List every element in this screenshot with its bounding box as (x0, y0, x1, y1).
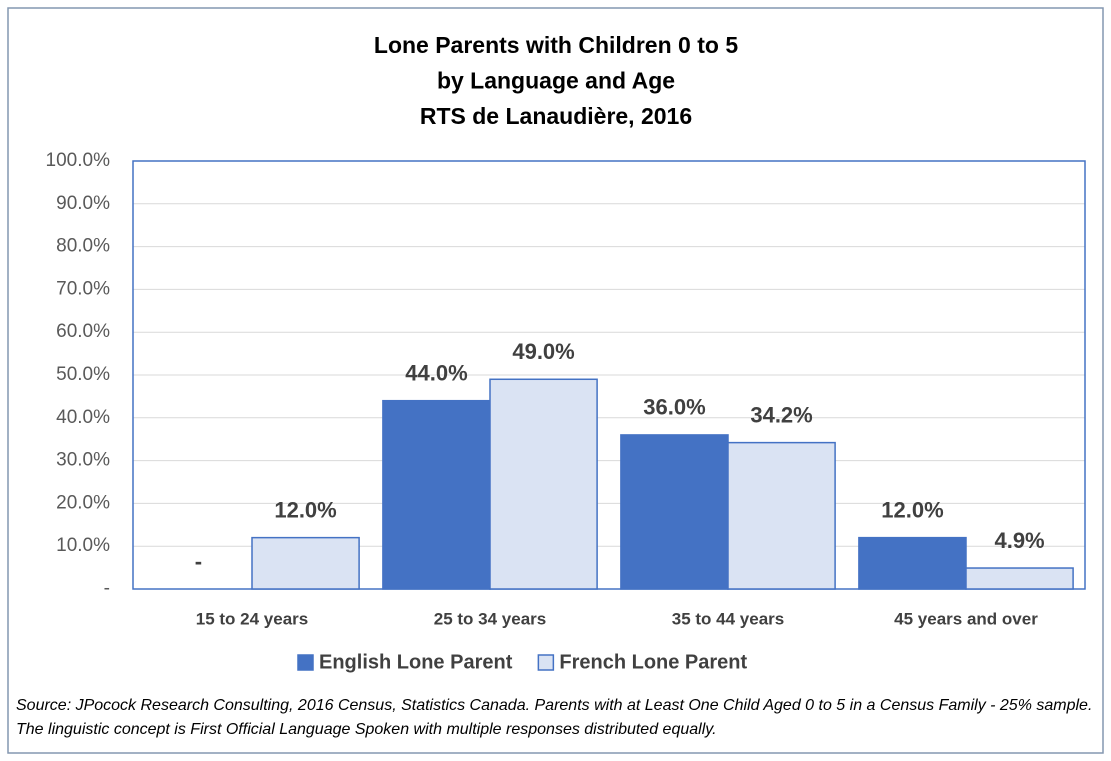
y-tick-label: 10.0% (56, 535, 110, 556)
y-tick-label: 40.0% (56, 407, 110, 428)
data-label: - (195, 549, 202, 574)
y-tick-label: 70.0% (56, 278, 110, 299)
y-tick-label: 50.0% (56, 364, 110, 385)
bar (727, 441, 836, 590)
legend-label: French Lone Parent (559, 651, 747, 673)
data-label: 36.0% (643, 395, 705, 420)
source-note: Source: JPocock Research Consulting, 201… (16, 697, 1093, 738)
y-tick-label: 100.0% (46, 150, 111, 171)
bar (965, 567, 1074, 590)
bar (251, 536, 360, 590)
y-tick-label: 30.0% (56, 450, 110, 471)
legend-label: English Lone Parent (319, 651, 513, 673)
data-label: 12.0% (274, 497, 336, 522)
y-tick-label: 80.0% (56, 236, 110, 257)
bar (489, 378, 598, 590)
chart-title: RTS de Lanaudière, 2016 (420, 103, 692, 129)
y-tick-label: - (104, 578, 110, 599)
plot-area (132, 160, 1086, 590)
data-label: 12.0% (881, 497, 943, 522)
legend-swatch (297, 654, 314, 671)
y-tick-label: 20.0% (56, 492, 110, 513)
chart-title: Lone Parents with Children 0 to 5 (374, 32, 738, 58)
data-label: 34.2% (750, 402, 812, 427)
x-tick-label: 25 to 34 years (434, 609, 546, 628)
x-tick-label: 15 to 24 years (196, 609, 308, 628)
data-label: 49.0% (512, 339, 574, 364)
y-tick-label: 90.0% (56, 193, 110, 214)
x-tick-label: 35 to 44 years (672, 609, 784, 628)
chart-title: by Language and Age (437, 68, 675, 94)
bar (382, 399, 491, 590)
bar (858, 536, 967, 590)
data-label: 4.9% (994, 528, 1044, 553)
bar (620, 434, 729, 590)
y-tick-label: 60.0% (56, 321, 110, 342)
legend-swatch (537, 654, 555, 671)
x-tick-label: 45 years and over (894, 609, 1038, 628)
data-label: 44.0% (405, 360, 467, 385)
